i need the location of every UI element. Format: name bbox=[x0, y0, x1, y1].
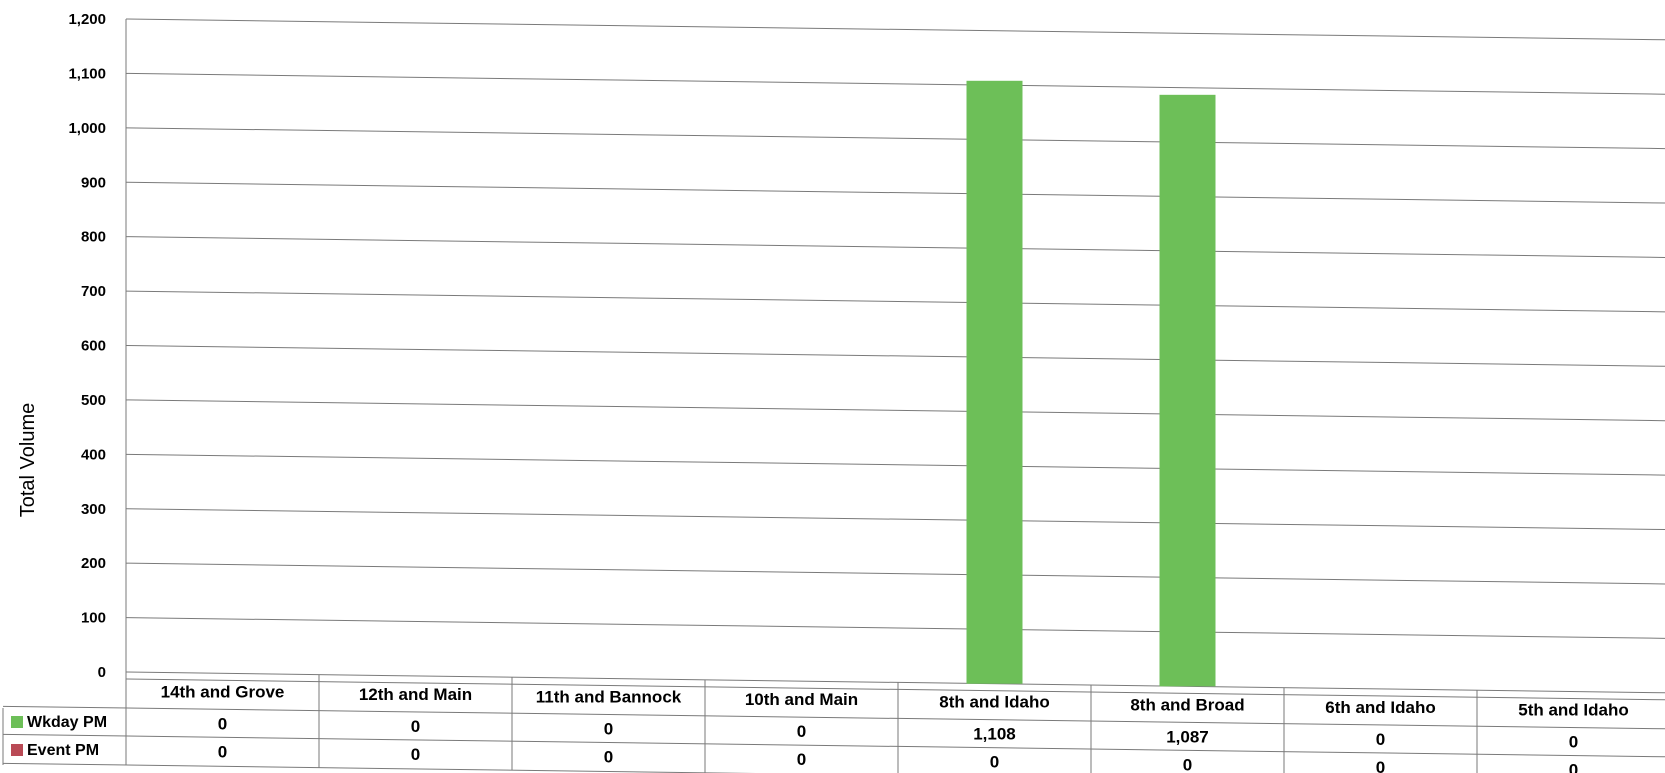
data-label: 0 bbox=[604, 748, 613, 767]
table-rule bbox=[2, 762, 756, 773]
gridline bbox=[125, 562, 1665, 585]
bar-wkday-pm bbox=[966, 80, 1023, 684]
y-tick-label: 800 bbox=[81, 229, 106, 246]
y-tick-label: 600 bbox=[81, 338, 106, 355]
gridline bbox=[125, 72, 1665, 95]
gridlines bbox=[125, 18, 1665, 697]
y-tick-label: 1,100 bbox=[68, 65, 106, 82]
gridline bbox=[125, 345, 1665, 367]
y-tick-label: 200 bbox=[81, 555, 106, 572]
category-label: 14th and Grove bbox=[161, 682, 285, 701]
legend-swatch bbox=[11, 744, 23, 756]
legend-label: Event PM bbox=[27, 742, 99, 759]
gridline bbox=[125, 181, 1665, 204]
y-tick-label: 400 bbox=[81, 446, 106, 463]
category-label: 10th and Main bbox=[745, 690, 858, 709]
y-tick-label: 100 bbox=[81, 610, 106, 627]
y-tick-label: 300 bbox=[81, 501, 106, 518]
category-label: 11th and Bannock bbox=[536, 688, 682, 707]
y-tick-label: 500 bbox=[81, 392, 106, 409]
y-axis-ticks: 0 100 200 300 400 500 600 700 800 900 1,000 1,100 1,… bbox=[68, 11, 106, 681]
y-tick-label: 900 bbox=[81, 174, 106, 191]
category-label: 12th and Main bbox=[359, 685, 472, 704]
data-label: 1,087 bbox=[1166, 727, 1209, 746]
y-tick-label: 1,000 bbox=[68, 120, 106, 137]
y-tick-label: 0 bbox=[98, 664, 106, 681]
gridline bbox=[125, 671, 1665, 694]
y-tick-label: 1,200 bbox=[68, 11, 106, 28]
category-label: 5th and Idaho bbox=[1518, 701, 1629, 720]
gridline bbox=[125, 18, 1665, 41]
data-label: 0 bbox=[604, 720, 613, 739]
bars bbox=[966, 80, 1216, 687]
data-label: 0 bbox=[1569, 761, 1578, 773]
data-label: 0 bbox=[218, 742, 227, 761]
data-label: 0 bbox=[797, 722, 806, 741]
y-tick-label: 700 bbox=[81, 283, 106, 300]
gridline bbox=[125, 127, 1665, 150]
data-label: 0 bbox=[1569, 733, 1578, 752]
data-label: 0 bbox=[990, 753, 999, 772]
gridline bbox=[125, 290, 1665, 313]
bar-wkday-pm bbox=[1159, 94, 1216, 687]
data-label: 1,108 bbox=[973, 725, 1016, 744]
category-label: 8th and Broad bbox=[1130, 695, 1244, 714]
gridline bbox=[125, 399, 1665, 422]
table-rule bbox=[2, 733, 1665, 758]
table-rule bbox=[2, 705, 1665, 730]
gridline bbox=[125, 236, 1665, 258]
table-rule bbox=[125, 678, 1665, 701]
gridline bbox=[125, 617, 1665, 639]
data-label: 0 bbox=[797, 750, 806, 769]
data-label: 0 bbox=[1183, 755, 1192, 773]
data-label: 0 bbox=[411, 745, 420, 764]
legend-swatch bbox=[11, 716, 23, 728]
legend-label: Wkday PM bbox=[27, 714, 107, 731]
category-label: 8th and Idaho bbox=[939, 693, 1050, 712]
gridline bbox=[125, 508, 1665, 531]
y-axis-title: Total Volume bbox=[17, 403, 39, 518]
data-label: 0 bbox=[218, 714, 227, 733]
data-label: 0 bbox=[1376, 730, 1385, 749]
data-table: 14th and Grove 12th and Main 11th and Bann… bbox=[2, 672, 1665, 773]
data-label: 0 bbox=[1376, 758, 1385, 773]
gridline bbox=[125, 453, 1665, 476]
data-label: 0 bbox=[411, 717, 420, 736]
category-label: 6th and Idaho bbox=[1325, 698, 1436, 717]
